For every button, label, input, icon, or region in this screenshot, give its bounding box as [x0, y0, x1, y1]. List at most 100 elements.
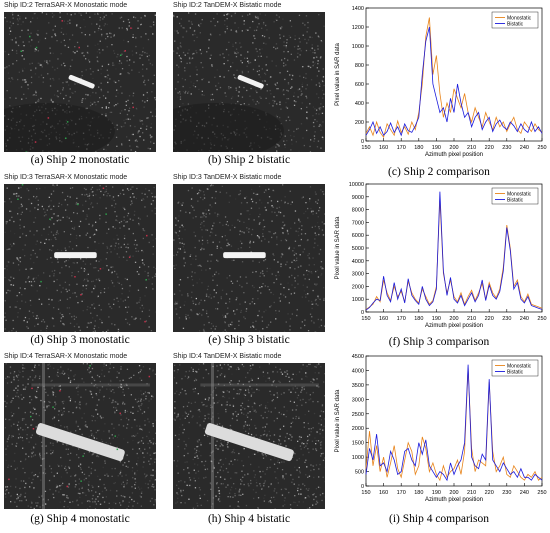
x-axis-label: Azimuth pixel position [425, 497, 483, 503]
caption-b: (b) Ship 2 bistatic [207, 154, 291, 166]
color-artifact [47, 117, 50, 119]
y-tick-label: 3000 [352, 397, 364, 403]
caption-c: (c) Ship 2 comparison [388, 166, 490, 178]
color-artifact [145, 279, 147, 281]
color-artifact [78, 46, 80, 49]
speckle-texture [173, 363, 325, 509]
legend-label-bistatic: Bistatic [507, 369, 524, 375]
sar-image-ship2-monostatic [4, 12, 156, 152]
x-tick-label: 250 [537, 316, 546, 322]
color-artifact [82, 455, 84, 457]
x-tick-label: 230 [502, 490, 511, 496]
comparison-chart-ship2: 150 160 170 180 190 200 210 220 230 240 250 0 200 400… [335, 6, 547, 158]
x-tick-label: 240 [520, 316, 529, 322]
color-artifact [59, 390, 61, 392]
y-tick-label: 1500 [352, 441, 364, 447]
speckle-texture [4, 184, 156, 332]
caption-d: (d) Ship 3 monostatic [30, 334, 130, 346]
y-tick-label: 2000 [352, 284, 364, 290]
y-tick-label: 3000 [352, 272, 364, 278]
color-artifact [130, 27, 132, 29]
x-tick-label: 230 [502, 145, 511, 151]
y-tick-label: 7000 [352, 220, 364, 226]
color-artifact [17, 198, 19, 200]
color-artifact [119, 412, 121, 415]
color-artifact [128, 256, 131, 258]
color-artifact [34, 141, 37, 143]
y-tick-label: 5000 [352, 246, 364, 252]
series-line-monostatic [365, 367, 543, 482]
color-artifact [66, 121, 69, 123]
x-tick-label: 150 [361, 145, 370, 151]
color-artifact [80, 480, 82, 482]
range-streak [31, 383, 150, 387]
y-tick-label: 800 [355, 63, 364, 69]
y-tick-label: 1000 [352, 44, 364, 50]
ship-4-target [35, 423, 125, 462]
x-tick-label: 240 [520, 145, 529, 151]
caption-h: (h) Ship 4 bistatic [207, 513, 291, 525]
color-artifact [148, 375, 151, 378]
color-artifact [21, 184, 24, 186]
caption-f: (f) Ship 3 comparison [388, 336, 490, 348]
legend-label-monostatic: Monostatic [507, 191, 532, 197]
y-tick-label: 3500 [352, 383, 364, 389]
color-artifact [66, 485, 68, 488]
x-tick-label: 150 [361, 490, 370, 496]
y-tick-label: 0 [361, 484, 364, 490]
series-line-bistatic [365, 191, 543, 311]
sar-image-ship4-monostatic [4, 363, 156, 509]
y-axis-label: Pixel value in SAR data [335, 216, 341, 279]
y-tick-label: 4500 [352, 354, 364, 360]
y-tick-label: 9000 [352, 195, 364, 201]
legend-box [491, 187, 539, 205]
color-artifact [144, 320, 146, 323]
x-tick-label: 180 [414, 145, 423, 151]
x-tick-label: 190 [432, 490, 441, 496]
legend-label-bistatic: Bistatic [507, 197, 524, 203]
comparison-chart-ship4: 150 160 170 180 190 200 210 220 230 240 2500500100… [335, 354, 547, 503]
y-tick-label: 10000 [349, 182, 364, 188]
y-tick-label: 1400 [352, 6, 364, 12]
x-tick-label: 200 [449, 490, 458, 496]
x-tick-label: 170 [397, 490, 406, 496]
x-tick-label: 190 [432, 145, 441, 151]
color-artifact [29, 35, 31, 38]
sar-title-ship4-bi: Ship ID:4 TanDEM-X Bistatic mode [173, 353, 282, 360]
color-artifact [132, 106, 134, 109]
comparison-chart-ship3: 150 160 170 180 190 200 210 220 230 240 250 0 1000 20… [335, 182, 547, 329]
color-artifact [49, 218, 51, 220]
color-artifact [102, 187, 105, 189]
color-artifact [116, 448, 119, 451]
x-tick-label: 220 [485, 145, 494, 151]
color-artifact [120, 54, 122, 56]
color-artifact [146, 234, 148, 237]
x-tick-label: 160 [379, 490, 388, 496]
ship-3-target [54, 252, 97, 259]
legend-box [491, 11, 539, 29]
color-artifact [124, 50, 126, 52]
color-artifact [35, 46, 38, 49]
legend-box [491, 359, 539, 377]
legend-label-bistatic: Bistatic [507, 21, 524, 27]
x-axis-label: Azimuth pixel position [425, 323, 483, 329]
color-artifact [52, 406, 54, 408]
x-tick-label: 200 [449, 316, 458, 322]
color-artifact [99, 268, 102, 270]
sar-image-ship4-bistatic [173, 363, 325, 509]
y-tick-label: 1000 [352, 297, 364, 303]
color-artifact [25, 151, 27, 152]
x-tick-label: 200 [449, 145, 458, 151]
ship-3-target [223, 252, 266, 259]
caption-i: (i) Ship 4 comparison [389, 513, 489, 525]
legend-label-monostatic: Monostatic [507, 363, 532, 369]
color-artifact [30, 415, 32, 418]
x-axis-label: Azimuth pixel position [425, 152, 483, 158]
y-tick-label: 500 [355, 470, 364, 476]
ship-4-target [204, 423, 294, 462]
series-line-bistatic [365, 364, 543, 482]
y-tick-label: 200 [355, 120, 364, 126]
caption-e: (e) Ship 3 bistatic [208, 334, 290, 346]
color-artifact [40, 280, 42, 283]
dark-water-region [4, 103, 115, 152]
